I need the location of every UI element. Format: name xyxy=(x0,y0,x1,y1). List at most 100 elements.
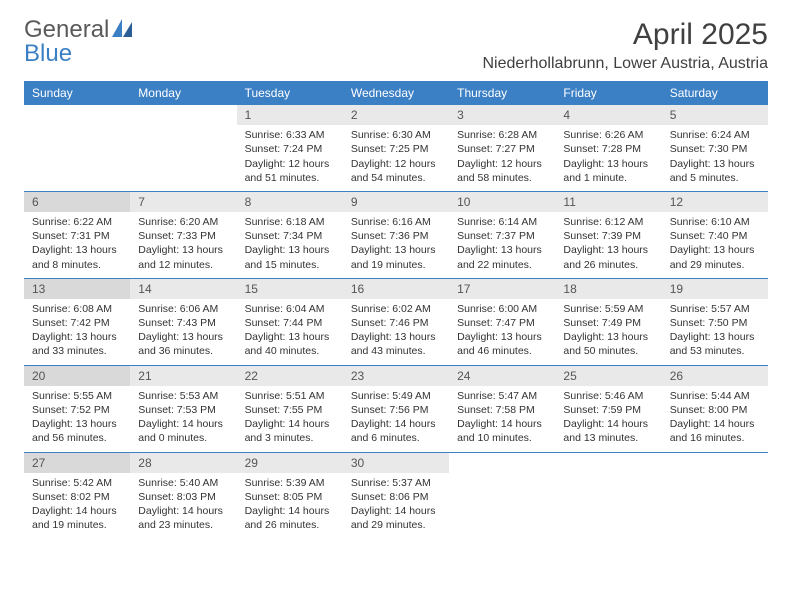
day-number: 2 xyxy=(343,105,449,125)
daylight-text: Daylight: 14 hours and 13 minutes. xyxy=(563,417,653,445)
week-row: 20Sunrise: 5:55 AMSunset: 7:52 PMDayligh… xyxy=(24,366,768,453)
daylight-text: Daylight: 13 hours and 1 minute. xyxy=(563,157,653,185)
weeks-container: 1Sunrise: 6:33 AMSunset: 7:24 PMDaylight… xyxy=(24,105,768,538)
day-header: Monday xyxy=(130,81,236,105)
sunset-text: Sunset: 7:53 PM xyxy=(138,403,228,417)
calendar-cell: 23Sunrise: 5:49 AMSunset: 7:56 PMDayligh… xyxy=(343,366,449,452)
sunrise-text: Sunrise: 6:33 AM xyxy=(245,128,335,142)
cell-details: Sunrise: 6:12 AMSunset: 7:39 PMDaylight:… xyxy=(555,212,661,278)
cell-details: Sunrise: 5:59 AMSunset: 7:49 PMDaylight:… xyxy=(555,299,661,365)
daylight-text: Daylight: 14 hours and 3 minutes. xyxy=(245,417,335,445)
day-number: 28 xyxy=(130,453,236,473)
calendar-cell: 18Sunrise: 5:59 AMSunset: 7:49 PMDayligh… xyxy=(555,279,661,365)
calendar-cell: 27Sunrise: 5:42 AMSunset: 8:02 PMDayligh… xyxy=(24,453,130,539)
cell-details: Sunrise: 5:37 AMSunset: 8:06 PMDaylight:… xyxy=(343,473,449,539)
day-number: 11 xyxy=(555,192,661,212)
sunrise-text: Sunrise: 6:22 AM xyxy=(32,215,122,229)
sail-icon xyxy=(112,19,134,42)
calendar-cell: 19Sunrise: 5:57 AMSunset: 7:50 PMDayligh… xyxy=(662,279,768,365)
cell-details: Sunrise: 5:39 AMSunset: 8:05 PMDaylight:… xyxy=(237,473,343,539)
cell-details: Sunrise: 5:55 AMSunset: 7:52 PMDaylight:… xyxy=(24,386,130,452)
day-number: 12 xyxy=(662,192,768,212)
sunset-text: Sunset: 8:05 PM xyxy=(245,490,335,504)
cell-details: Sunrise: 6:24 AMSunset: 7:30 PMDaylight:… xyxy=(662,125,768,191)
sunrise-text: Sunrise: 6:24 AM xyxy=(670,128,760,142)
sunrise-text: Sunrise: 5:51 AM xyxy=(245,389,335,403)
sunrise-text: Sunrise: 5:39 AM xyxy=(245,476,335,490)
calendar-cell: 20Sunrise: 5:55 AMSunset: 7:52 PMDayligh… xyxy=(24,366,130,452)
sunset-text: Sunset: 7:36 PM xyxy=(351,229,441,243)
cell-details: Sunrise: 6:22 AMSunset: 7:31 PMDaylight:… xyxy=(24,212,130,278)
calendar-cell: 21Sunrise: 5:53 AMSunset: 7:53 PMDayligh… xyxy=(130,366,236,452)
day-number: 6 xyxy=(24,192,130,212)
day-number: 22 xyxy=(237,366,343,386)
day-number: 18 xyxy=(555,279,661,299)
daylight-text: Daylight: 13 hours and 53 minutes. xyxy=(670,330,760,358)
sunrise-text: Sunrise: 5:44 AM xyxy=(670,389,760,403)
sunset-text: Sunset: 7:43 PM xyxy=(138,316,228,330)
week-row: 1Sunrise: 6:33 AMSunset: 7:24 PMDaylight… xyxy=(24,105,768,192)
daylight-text: Daylight: 12 hours and 54 minutes. xyxy=(351,157,441,185)
daylight-text: Daylight: 13 hours and 40 minutes. xyxy=(245,330,335,358)
sunset-text: Sunset: 7:50 PM xyxy=(670,316,760,330)
calendar-cell: 8Sunrise: 6:18 AMSunset: 7:34 PMDaylight… xyxy=(237,192,343,278)
sunset-text: Sunset: 8:00 PM xyxy=(670,403,760,417)
sunrise-text: Sunrise: 6:30 AM xyxy=(351,128,441,142)
sunset-text: Sunset: 7:39 PM xyxy=(563,229,653,243)
day-number: 23 xyxy=(343,366,449,386)
daylight-text: Daylight: 13 hours and 5 minutes. xyxy=(670,157,760,185)
cell-details: Sunrise: 5:46 AMSunset: 7:59 PMDaylight:… xyxy=(555,386,661,452)
calendar-cell xyxy=(24,105,130,191)
day-number: 10 xyxy=(449,192,555,212)
cell-details: Sunrise: 6:10 AMSunset: 7:40 PMDaylight:… xyxy=(662,212,768,278)
sunrise-text: Sunrise: 6:12 AM xyxy=(563,215,653,229)
sunset-text: Sunset: 8:03 PM xyxy=(138,490,228,504)
sunrise-text: Sunrise: 6:08 AM xyxy=(32,302,122,316)
calendar-cell: 28Sunrise: 5:40 AMSunset: 8:03 PMDayligh… xyxy=(130,453,236,539)
brand-part1: General xyxy=(24,16,109,43)
sunrise-text: Sunrise: 6:26 AM xyxy=(563,128,653,142)
week-row: 27Sunrise: 5:42 AMSunset: 8:02 PMDayligh… xyxy=(24,453,768,539)
calendar-cell xyxy=(662,453,768,539)
calendar-cell: 2 Sunrise: 6:30 AMSunset: 7:25 PMDaylight… xyxy=(343,105,449,191)
day-number: 16 xyxy=(343,279,449,299)
location-text: Niederhollabrunn, Lower Austria, Austria xyxy=(483,55,769,73)
cell-details: Sunrise: 6:33 AMSunset: 7:24 PMDaylight:… xyxy=(237,125,343,191)
sunset-text: Sunset: 7:52 PM xyxy=(32,403,122,417)
daylight-text: Daylight: 14 hours and 19 minutes. xyxy=(32,504,122,532)
calendar-cell: 12Sunrise: 6:10 AMSunset: 7:40 PMDayligh… xyxy=(662,192,768,278)
calendar-cell: 5Sunrise: 6:24 AMSunset: 7:30 PMDaylight… xyxy=(662,105,768,191)
sunrise-text: Sunrise: 5:37 AM xyxy=(351,476,441,490)
sunrise-text: Sunrise: 6:04 AM xyxy=(245,302,335,316)
sunrise-text: Sunrise: 5:53 AM xyxy=(138,389,228,403)
sunset-text: Sunset: 7:55 PM xyxy=(245,403,335,417)
daylight-text: Daylight: 13 hours and 15 minutes. xyxy=(245,243,335,271)
calendar-cell: 9Sunrise: 6:16 AMSunset: 7:36 PMDaylight… xyxy=(343,192,449,278)
day-number: 21 xyxy=(130,366,236,386)
daylight-text: Daylight: 13 hours and 8 minutes. xyxy=(32,243,122,271)
day-header: Sunday xyxy=(24,81,130,105)
sunrise-text: Sunrise: 6:06 AM xyxy=(138,302,228,316)
daylight-text: Daylight: 13 hours and 12 minutes. xyxy=(138,243,228,271)
week-row: 6Sunrise: 6:22 AMSunset: 7:31 PMDaylight… xyxy=(24,192,768,279)
day-number: 25 xyxy=(555,366,661,386)
sunset-text: Sunset: 7:25 PM xyxy=(351,142,441,156)
calendar-cell: 1Sunrise: 6:33 AMSunset: 7:24 PMDaylight… xyxy=(237,105,343,191)
sunrise-text: Sunrise: 6:00 AM xyxy=(457,302,547,316)
cell-details: Sunrise: 5:47 AMSunset: 7:58 PMDaylight:… xyxy=(449,386,555,452)
sunset-text: Sunset: 8:02 PM xyxy=(32,490,122,504)
cell-details: Sunrise: 6:26 AMSunset: 7:28 PMDaylight:… xyxy=(555,125,661,191)
sunset-text: Sunset: 7:59 PM xyxy=(563,403,653,417)
calendar-cell: 6Sunrise: 6:22 AMSunset: 7:31 PMDaylight… xyxy=(24,192,130,278)
cell-details: Sunrise: 6:14 AMSunset: 7:37 PMDaylight:… xyxy=(449,212,555,278)
calendar-cell xyxy=(449,453,555,539)
day-number: 7 xyxy=(130,192,236,212)
sunrise-text: Sunrise: 5:46 AM xyxy=(563,389,653,403)
sunset-text: Sunset: 7:40 PM xyxy=(670,229,760,243)
sunrise-text: Sunrise: 6:20 AM xyxy=(138,215,228,229)
cell-details: Sunrise: 6:02 AMSunset: 7:46 PMDaylight:… xyxy=(343,299,449,365)
cell-details: Sunrise: 6:08 AMSunset: 7:42 PMDaylight:… xyxy=(24,299,130,365)
sunset-text: Sunset: 7:47 PM xyxy=(457,316,547,330)
day-number: 24 xyxy=(449,366,555,386)
day-header-row: SundayMondayTuesdayWednesdayThursdayFrid… xyxy=(24,81,768,105)
